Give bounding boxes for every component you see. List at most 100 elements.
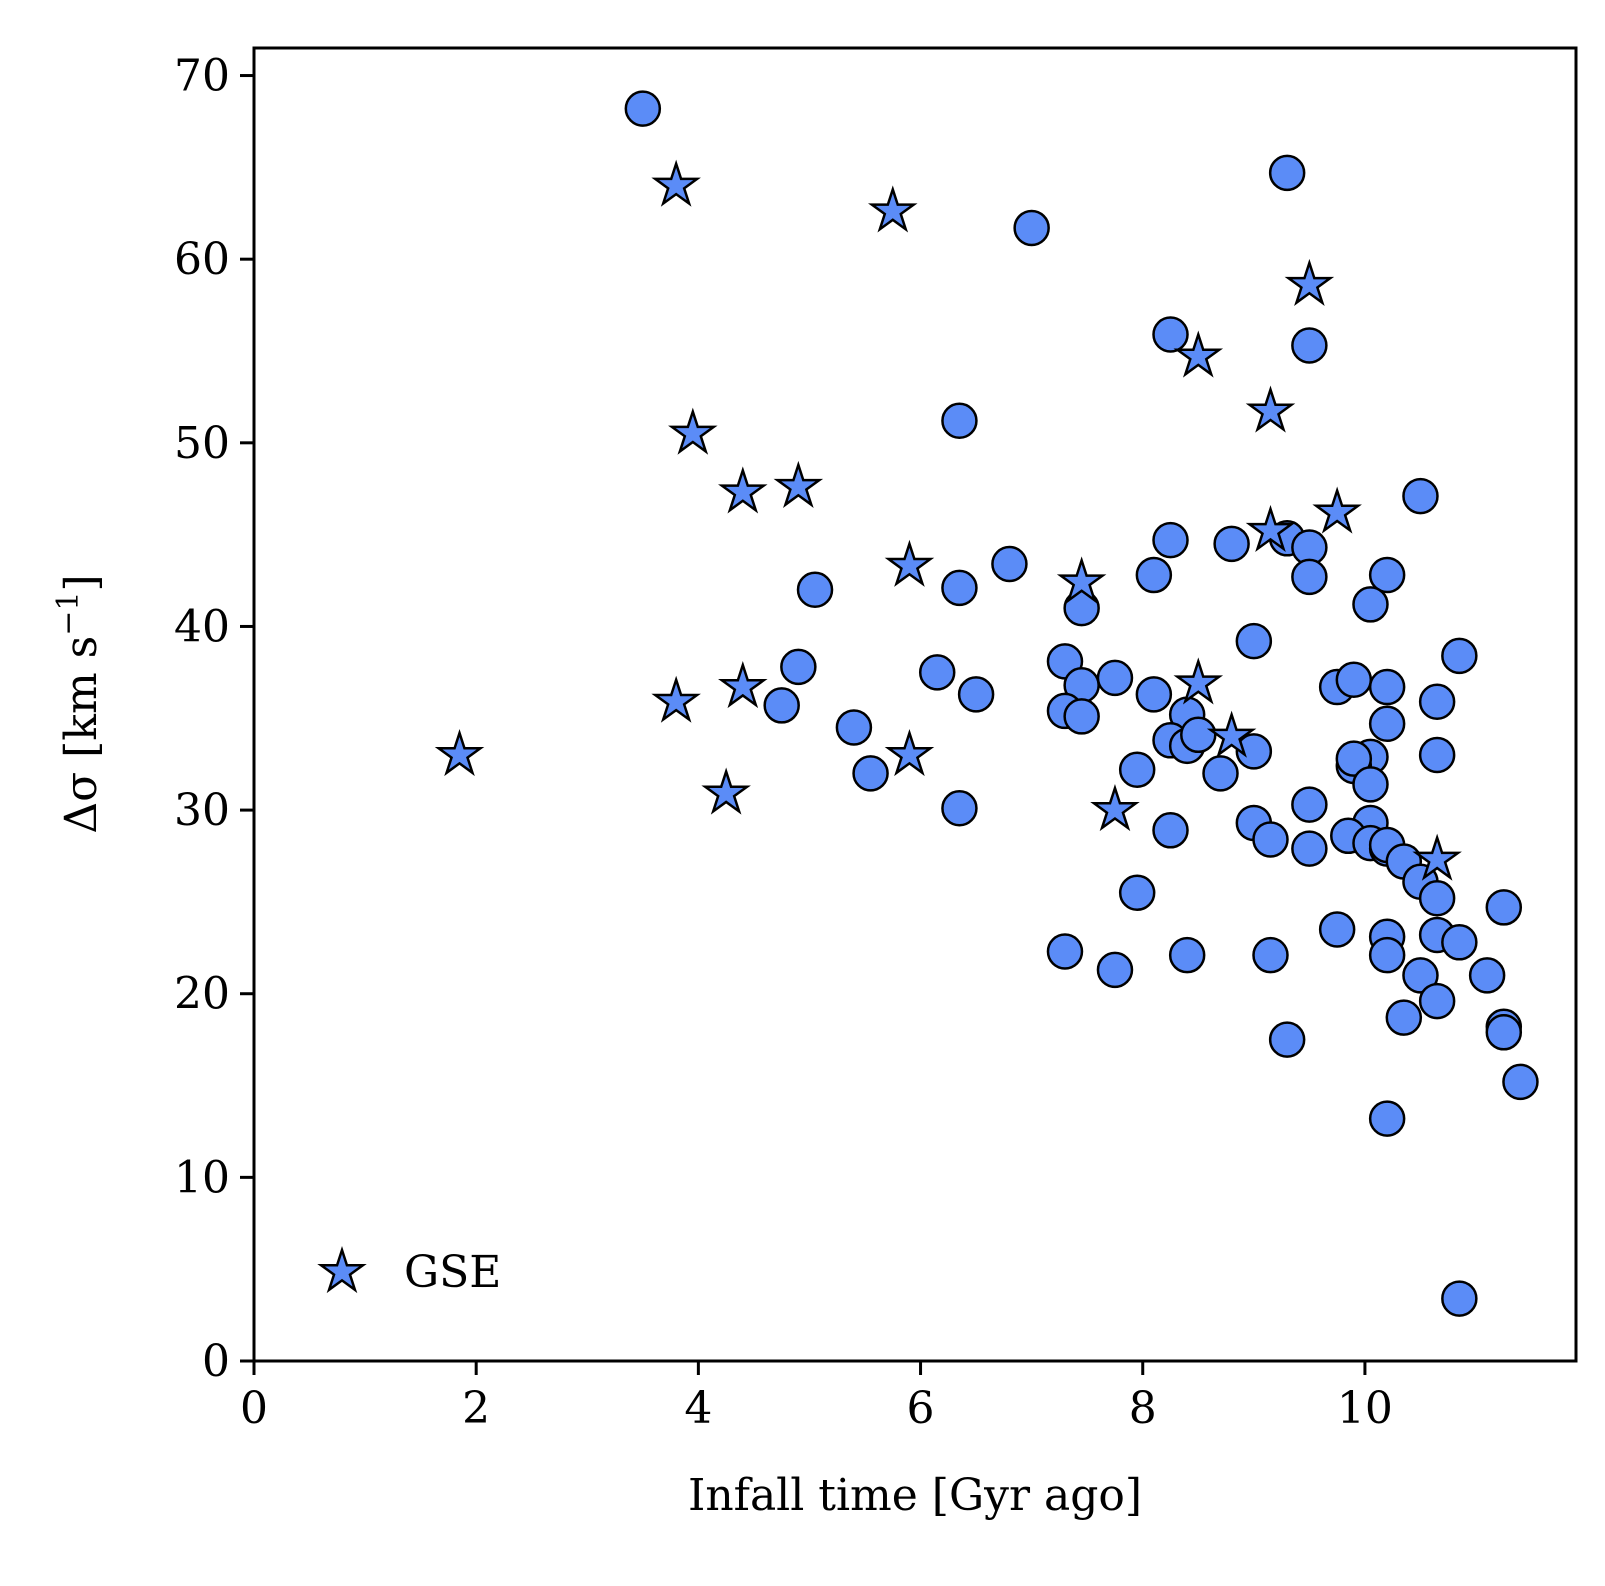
data-point-circle — [1368, 936, 1406, 974]
y-tick-label: 70 — [174, 51, 230, 102]
data-point-circle — [1368, 1100, 1406, 1137]
data-point-circle — [1418, 982, 1456, 1020]
data-point-star-gse — [1173, 657, 1224, 705]
data-point-circle — [1291, 830, 1328, 867]
data-point-star-gse — [718, 466, 768, 514]
data-point-circle — [1252, 821, 1289, 858]
data-point-star-gse — [1284, 258, 1335, 306]
y-tick-label: 0 — [202, 1336, 230, 1387]
data-point-circle — [1335, 661, 1373, 698]
data-point-circle — [1441, 637, 1478, 675]
data-point-circle — [1152, 521, 1189, 559]
y-tick-label: 20 — [174, 969, 230, 1020]
data-point-star-gse — [884, 728, 935, 777]
data-point-star-gse — [1173, 330, 1224, 378]
data-point-star-gse — [1412, 833, 1462, 881]
data-point-circle — [1385, 999, 1423, 1036]
data-point-star-gse — [718, 661, 768, 709]
legend-star-icon — [317, 1245, 367, 1294]
data-point-circle — [957, 676, 995, 713]
data-point-circle — [941, 569, 978, 607]
data-point-circle — [1418, 879, 1456, 917]
data-point-circle — [991, 545, 1028, 583]
y-axis-title-sup: −1 — [51, 592, 86, 636]
data-point-circle — [1235, 622, 1273, 660]
x-axis-ticks: 0 2 4 6 8 10 — [240, 1361, 1393, 1434]
data-point-star-gse — [701, 767, 751, 815]
data-point-circle — [1291, 786, 1328, 823]
x-tick-label: 8 — [1129, 1383, 1157, 1434]
data-point-circle — [1402, 477, 1439, 515]
data-point-star-gse — [1090, 784, 1140, 832]
data-point-circle — [835, 709, 873, 746]
y-axis-title: Δσ [km s−1] — [51, 574, 107, 833]
data-point-circle — [1152, 812, 1189, 849]
y-axis-ticks: 0 10 20 30 40 50 60 70 — [174, 51, 254, 1387]
data-point-circle — [1368, 705, 1406, 743]
data-point-circle — [1441, 1280, 1478, 1317]
data-point-circle — [1152, 316, 1189, 353]
x-tick-label: 2 — [462, 1383, 490, 1434]
data-point-circle — [1268, 154, 1306, 192]
data-point-circle — [1368, 668, 1406, 706]
data-point-circle — [1135, 556, 1173, 594]
x-axis-title: Infall time [Gyr ago] — [688, 1470, 1142, 1521]
data-point-star-gse — [668, 407, 718, 455]
y-tick-label: 30 — [174, 785, 230, 836]
data-point-circle — [1418, 683, 1456, 720]
data-point-circle — [1135, 676, 1173, 713]
data-point-circle — [1235, 733, 1273, 770]
data-point-star-gse — [773, 460, 824, 508]
data-point-circle — [763, 687, 800, 724]
data-point-circle — [1252, 936, 1289, 974]
data-point-star-gse — [1312, 486, 1362, 534]
data-point-circle — [1013, 209, 1050, 247]
data-point-circle — [1418, 736, 1456, 774]
data-point-circle — [1485, 1014, 1523, 1051]
x-tick-label: 6 — [907, 1383, 935, 1434]
data-point-circle — [1352, 586, 1389, 623]
data-points — [434, 90, 1539, 1317]
data-point-star-gse — [434, 728, 485, 777]
data-point-star-gse — [1056, 556, 1107, 604]
data-point-circle — [1485, 889, 1523, 926]
data-point-circle — [1180, 716, 1217, 754]
x-tick-label: 10 — [1337, 1383, 1393, 1434]
data-point-circle — [1402, 957, 1439, 994]
y-axis-title-end: ] — [56, 574, 107, 591]
data-point-star-gse — [1206, 710, 1257, 758]
data-point-star-gse — [868, 185, 918, 233]
plot-frame — [252, 46, 1578, 1363]
data-point-circle — [1213, 525, 1250, 563]
data-point-circle — [1335, 740, 1373, 777]
data-point-star-gse — [1245, 504, 1296, 553]
y-tick-label: 40 — [174, 601, 230, 652]
data-point-circle — [624, 90, 662, 127]
data-point-circle — [1318, 911, 1356, 948]
data-point-circle — [852, 755, 889, 792]
y-axis-title-main: Δσ [km s — [56, 636, 107, 834]
data-point-circle — [1291, 558, 1328, 596]
data-point-circle — [918, 654, 956, 691]
data-point-circle — [1096, 951, 1134, 989]
data-point-circle — [780, 648, 817, 686]
data-point-circle — [1046, 933, 1084, 970]
data-point-circle — [941, 790, 978, 827]
data-point-star-gse — [651, 159, 701, 207]
data-point-circle — [1352, 766, 1389, 803]
data-point-circle — [941, 402, 978, 440]
data-point-circle — [1291, 327, 1328, 364]
data-point-circle — [1202, 755, 1239, 792]
data-point-star-gse — [884, 539, 935, 587]
data-point-circle — [1368, 556, 1406, 594]
data-point-circle — [796, 571, 834, 608]
y-tick-label: 60 — [174, 234, 230, 285]
y-tick-label: 50 — [174, 418, 230, 469]
data-point-circle — [1063, 698, 1100, 735]
data-point-circle — [1168, 936, 1206, 974]
data-point-circle — [1268, 1021, 1306, 1058]
data-point-star-gse — [651, 675, 701, 723]
y-tick-label: 10 — [174, 1152, 230, 1203]
data-point-circle — [1502, 1063, 1539, 1101]
